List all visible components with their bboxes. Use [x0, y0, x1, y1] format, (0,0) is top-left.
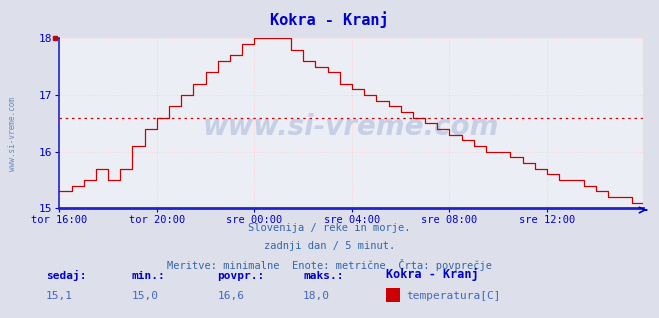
Text: 16,6: 16,6	[217, 291, 244, 301]
Text: 15,1: 15,1	[46, 291, 73, 301]
Text: 15,0: 15,0	[132, 291, 159, 301]
Text: Kokra - Kranj: Kokra - Kranj	[270, 11, 389, 28]
Text: Slovenija / reke in morje.: Slovenija / reke in morje.	[248, 223, 411, 232]
Text: www.si-vreme.com: www.si-vreme.com	[203, 113, 499, 141]
Text: 18,0: 18,0	[303, 291, 330, 301]
Text: sedaj:: sedaj:	[46, 270, 86, 281]
Text: min.:: min.:	[132, 272, 165, 281]
Text: Meritve: minimalne  Enote: metrične  Črta: povprečje: Meritve: minimalne Enote: metrične Črta:…	[167, 259, 492, 271]
Text: Kokra - Kranj: Kokra - Kranj	[386, 268, 478, 281]
Text: maks.:: maks.:	[303, 272, 343, 281]
Text: zadnji dan / 5 minut.: zadnji dan / 5 minut.	[264, 241, 395, 251]
Text: www.si-vreme.com: www.si-vreme.com	[8, 97, 17, 170]
Text: povpr.:: povpr.:	[217, 272, 265, 281]
Text: temperatura[C]: temperatura[C]	[407, 291, 501, 301]
